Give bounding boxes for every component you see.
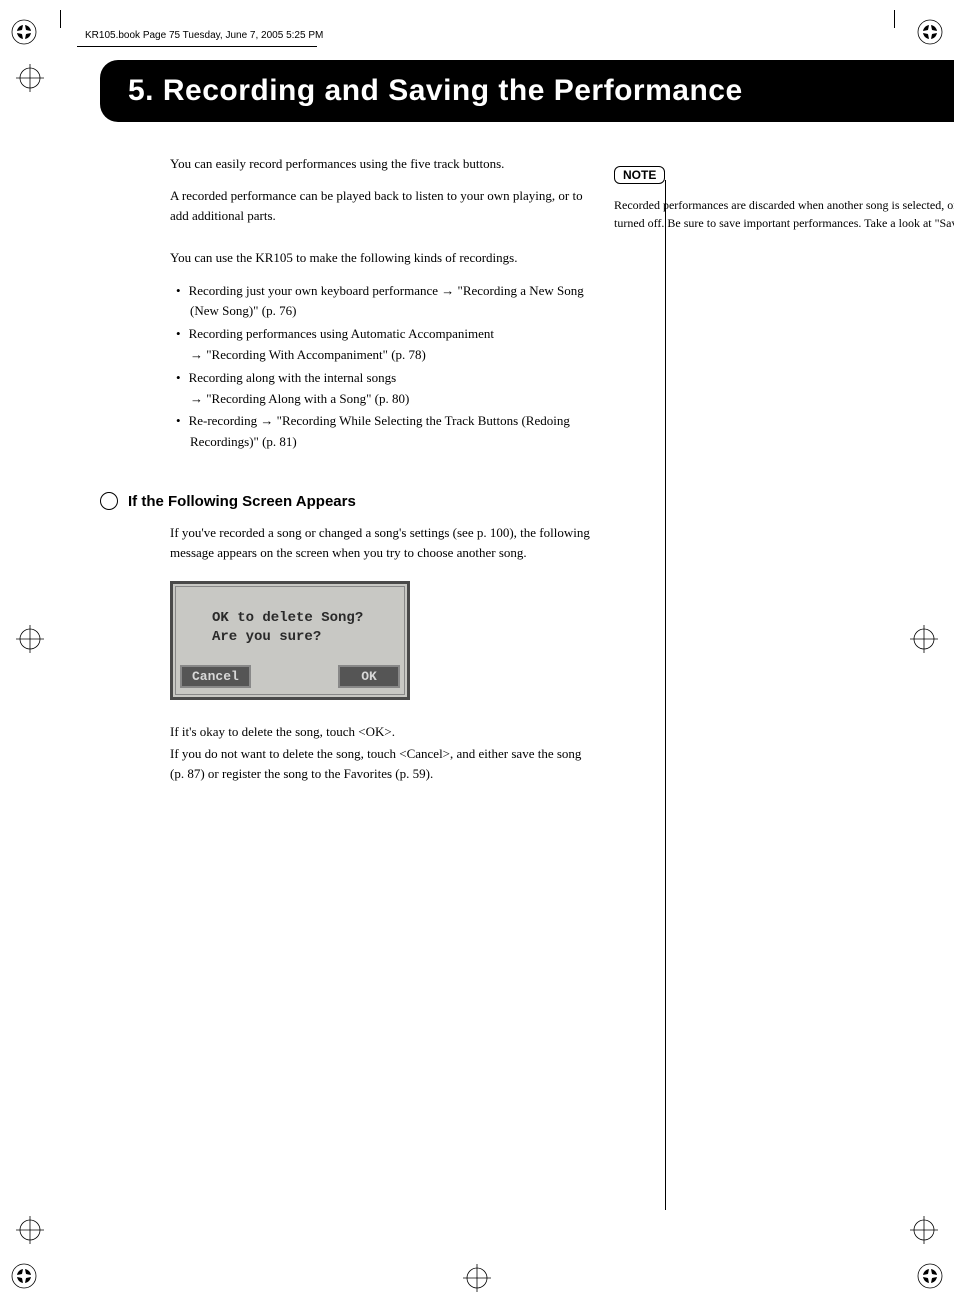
column-divider (665, 180, 666, 1210)
after-lcd-paragraph: If you do not want to delete the song, t… (170, 744, 590, 784)
crosshair-icon (16, 1216, 44, 1244)
lcd-line: OK to delete Song? (212, 609, 388, 628)
intro-paragraph: You can easily record performances using… (170, 154, 590, 174)
crosshair-icon (463, 1264, 491, 1292)
ok-button[interactable]: OK (338, 665, 400, 688)
list-item: Recording performances using Automatic A… (190, 324, 590, 366)
after-lcd-paragraph: If it's okay to delete the song, touch <… (170, 722, 590, 742)
chapter-title-text: 5. Recording and Saving the Performance (128, 74, 743, 107)
header-info: KR105.book Page 75 Tuesday, June 7, 2005… (85, 30, 323, 41)
lcd-dialog: OK to delete Song? Are you sure? Cancel … (170, 581, 410, 700)
cancel-button[interactable]: Cancel (180, 665, 251, 688)
crop-mark-icon (10, 1262, 38, 1290)
intro-paragraph: A recorded performance can be played bac… (170, 186, 590, 226)
crop-mark-icon (916, 18, 944, 46)
subheading: If the Following Screen Appears (100, 493, 590, 511)
lcd-message: OK to delete Song? Are you sure? (176, 587, 404, 661)
recording-types-list: Recording just your own keyboard perform… (170, 281, 590, 453)
lcd-line: Are you sure? (212, 628, 388, 647)
list-item: Recording just your own keyboard perform… (190, 281, 590, 323)
crop-mark-icon (10, 18, 38, 46)
list-item: Recording along with the internal songs→… (190, 368, 590, 410)
note-label: NOTE (614, 166, 665, 184)
subhead-body: If you've recorded a song or changed a s… (170, 523, 590, 563)
crosshair-icon (16, 625, 44, 653)
subhead-marker-icon (100, 492, 118, 510)
intro-paragraph: You can use the KR105 to make the follow… (170, 248, 590, 268)
crosshair-icon (16, 64, 44, 92)
crop-tick (60, 10, 61, 28)
crop-mark-icon (916, 1262, 944, 1290)
header-info-text: KR105.book Page 75 Tuesday, June 7, 2005… (85, 30, 323, 41)
list-item: Re-recording → "Recording While Selectin… (190, 411, 590, 453)
chapter-title: 5. Recording and Saving the Performance (100, 60, 954, 122)
subhead-text: If the Following Screen Appears (128, 493, 356, 510)
crop-tick (894, 10, 895, 28)
